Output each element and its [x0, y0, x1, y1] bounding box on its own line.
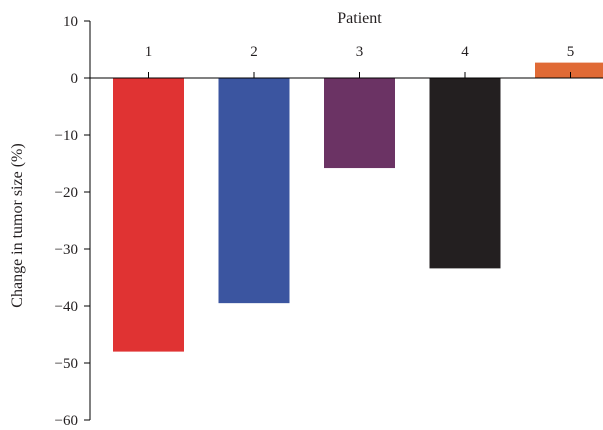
y-tick-label: −30	[55, 242, 78, 258]
y-axis-title: Change in tumor size (%)	[9, 143, 26, 307]
x-tick-label: 4	[461, 44, 469, 60]
y-axis: 10 0 −10 −20 −30 −40 −50 −60	[55, 14, 91, 429]
y-tick-label: −10	[55, 128, 78, 144]
x-tick-label: 3	[356, 44, 364, 60]
bars	[113, 62, 603, 352]
category-labels: 1 2 3 4 5	[145, 44, 575, 60]
x-tick-label: 2	[250, 44, 258, 60]
x-axis	[90, 72, 603, 79]
x-tick-label: 1	[145, 44, 153, 60]
y-tick-label: 10	[63, 14, 78, 30]
x-axis-title: Patient	[337, 10, 382, 27]
bar-patient-3	[324, 78, 395, 169]
y-tick-label: −50	[55, 356, 78, 372]
bar-patient-5	[535, 62, 603, 78]
y-tick-label: −20	[55, 185, 78, 201]
bar-patient-2	[218, 78, 290, 304]
y-tick-label: −40	[55, 299, 78, 315]
bar-patient-4	[429, 78, 501, 269]
bar-patient-1	[113, 78, 184, 352]
y-tick-label: 0	[71, 71, 79, 87]
y-tick-label: −60	[55, 413, 78, 429]
x-tick-label: 5	[567, 44, 575, 60]
